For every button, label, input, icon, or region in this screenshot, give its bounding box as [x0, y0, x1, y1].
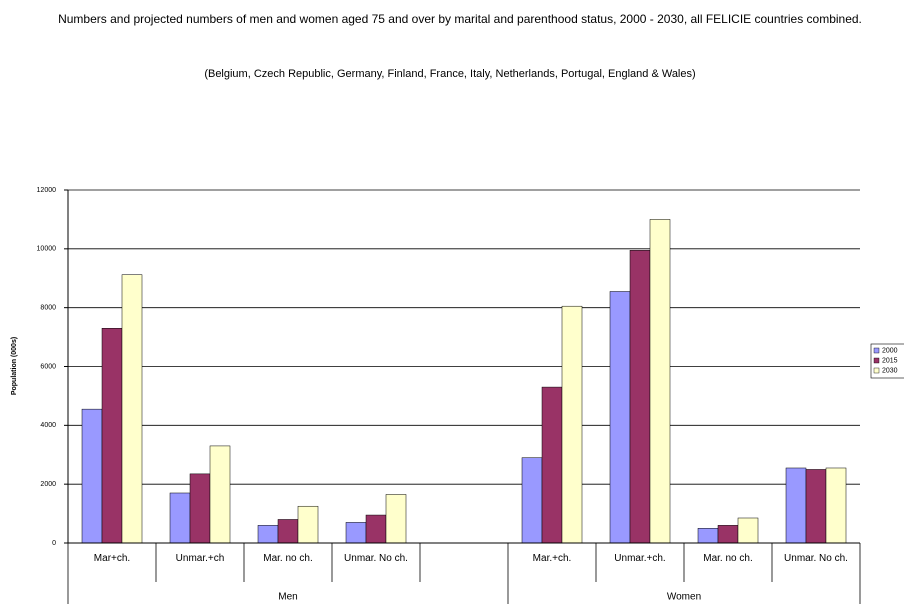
bar	[521, 457, 543, 544]
bar	[209, 445, 231, 544]
y-tick-label: 12000	[37, 187, 57, 194]
group-label: Men	[278, 592, 297, 603]
legend-label: 2030	[882, 367, 898, 374]
group-label: Women	[667, 592, 701, 603]
bar	[541, 386, 563, 544]
bar	[649, 219, 671, 544]
x-tick-label: Unmar. No ch.	[344, 553, 408, 564]
legend-swatch	[873, 347, 880, 354]
bar	[121, 274, 143, 544]
x-tick-label: Unmar.+ch.	[614, 553, 666, 564]
y-tick-label: 8000	[40, 305, 56, 312]
bar	[365, 514, 387, 544]
bar	[81, 408, 103, 544]
bar	[345, 522, 367, 544]
x-tick-label: Unmar. No ch.	[784, 553, 848, 564]
bar	[169, 492, 191, 544]
x-tick-label: Mar. no ch.	[263, 553, 313, 564]
x-tick-label: Mar.+ch.	[532, 553, 572, 564]
bar	[609, 291, 631, 544]
bar	[737, 517, 759, 544]
y-axis-title: Population (000s)	[11, 337, 18, 395]
legend-swatch	[873, 367, 880, 374]
x-tick-label: Mar+ch.	[93, 553, 131, 564]
chart-subtitle: (Belgium, Czech Republic, Germany, Finla…	[204, 68, 696, 80]
legend-swatch	[873, 357, 880, 364]
bar	[101, 328, 123, 544]
bar	[785, 467, 807, 544]
y-tick-label: 0	[52, 540, 56, 547]
bar	[825, 467, 847, 544]
y-tick-label: 10000	[37, 246, 57, 253]
bar	[257, 525, 279, 544]
x-tick-label: Unmar.+ch	[175, 553, 225, 564]
bar	[697, 528, 719, 544]
bar	[629, 250, 651, 544]
bar	[189, 473, 211, 544]
bar	[277, 519, 299, 544]
bar	[385, 494, 407, 544]
chart-title: Numbers and projected numbers of men and…	[58, 12, 862, 26]
x-tick-label: Mar. no ch.	[703, 553, 753, 564]
y-tick-label: 4000	[40, 422, 56, 429]
legend-label: 2000	[882, 347, 898, 354]
y-tick-label: 6000	[40, 363, 56, 370]
y-tick-label: 2000	[40, 481, 56, 488]
bar	[561, 305, 583, 544]
legend-label: 2015	[882, 357, 898, 364]
bar	[297, 505, 319, 544]
bar	[717, 525, 739, 544]
bar	[805, 469, 827, 544]
